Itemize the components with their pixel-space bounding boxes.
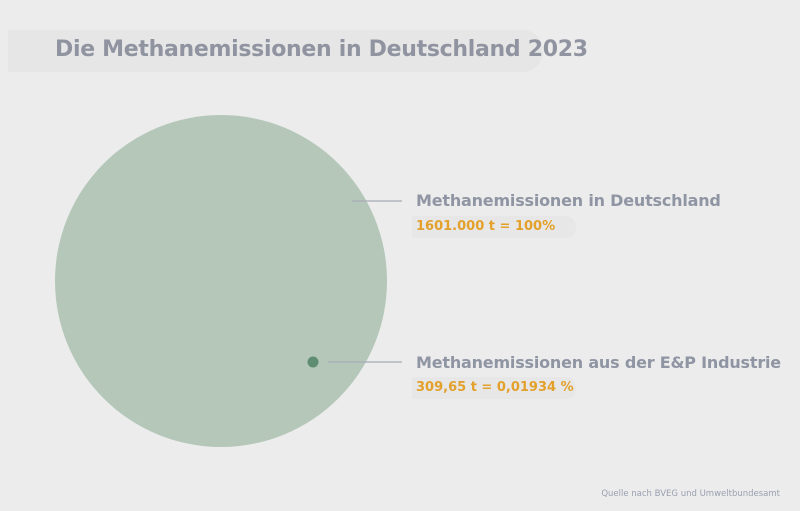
series-label-ep: Methanemissionen aus der E&P Industrie xyxy=(416,353,781,372)
chart-title: Die Methanemissionen in Deutschland 2023 xyxy=(55,37,588,62)
data-label-total: 1601.000 t = 100% xyxy=(416,219,556,234)
series-label-total: Methanemissionen in Deutschland xyxy=(416,191,721,210)
data-label-ep: 309,65 t = 0,01934 % xyxy=(416,380,574,395)
title-band xyxy=(8,30,543,72)
value-band-total xyxy=(412,216,576,238)
source-note: Quelle nach BVEG und Umweltbundesamt xyxy=(601,489,780,499)
dot-ep-industry-emissions xyxy=(307,356,319,368)
value-band-ep xyxy=(412,377,576,399)
circle-total-emissions xyxy=(55,115,387,447)
